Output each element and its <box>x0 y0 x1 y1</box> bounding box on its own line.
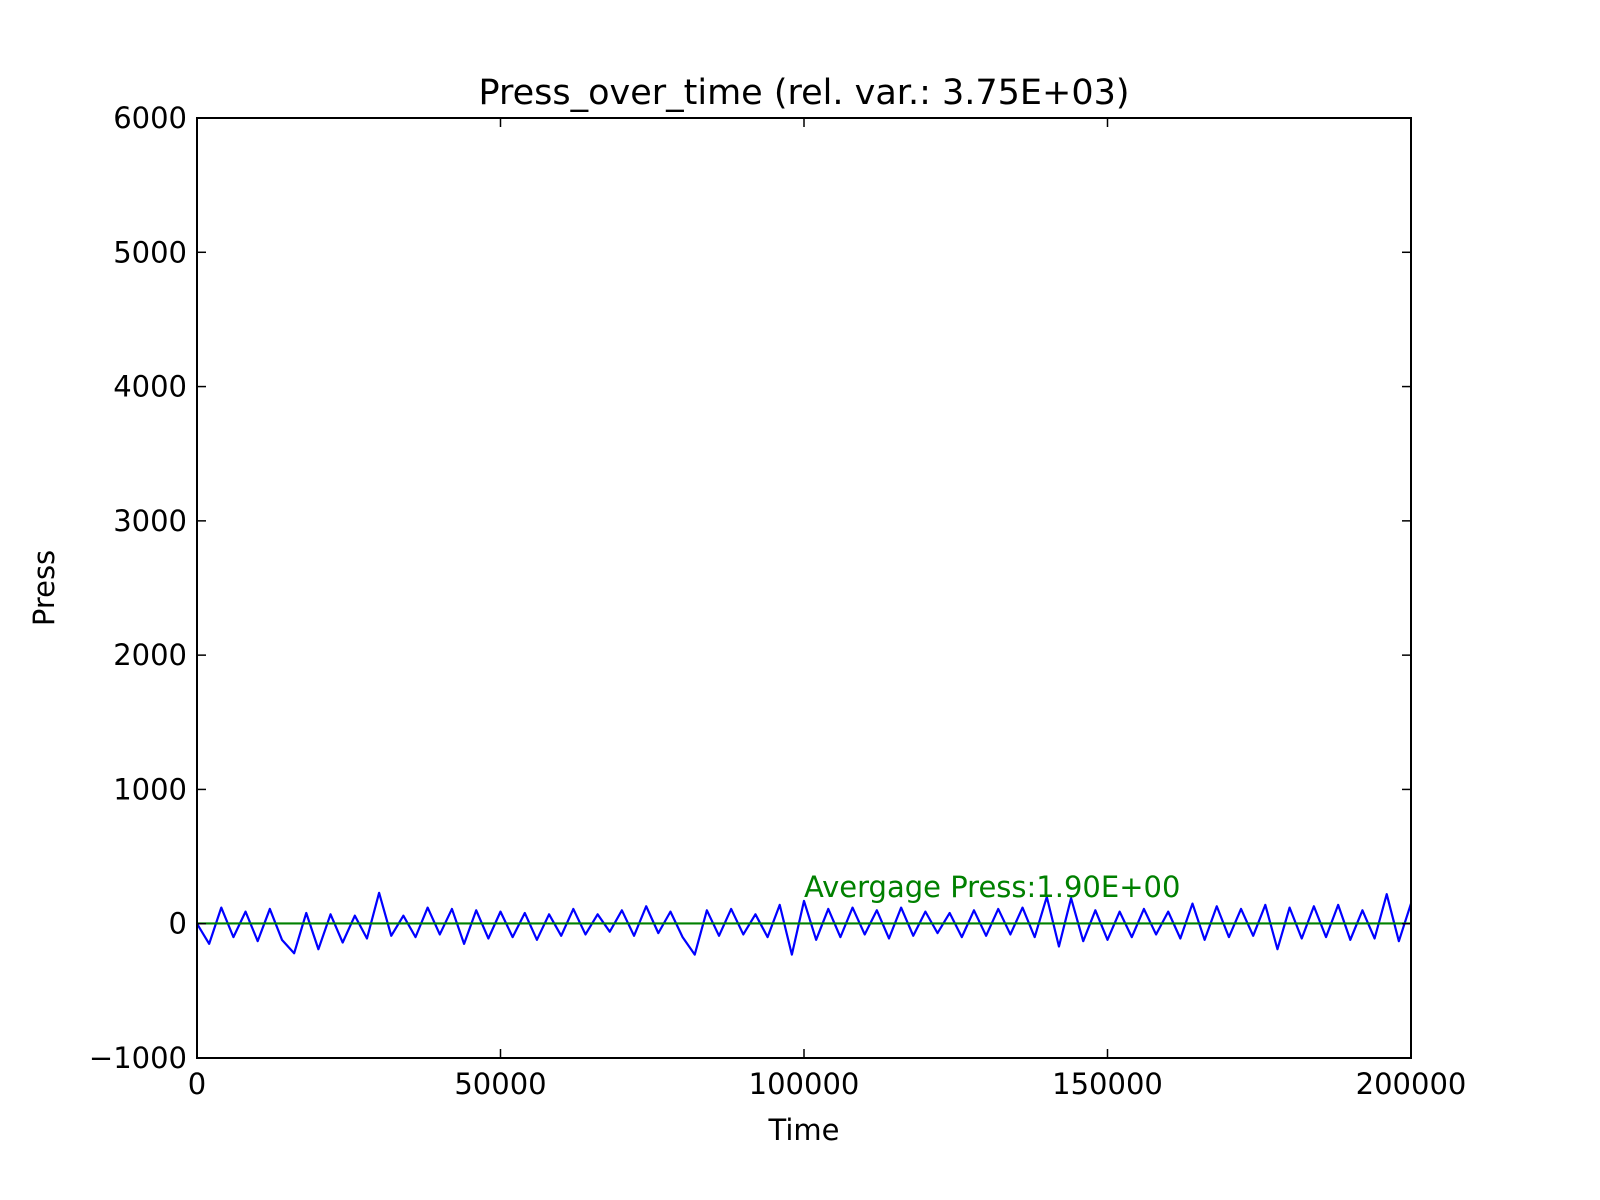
x-tick-label: 100000 <box>749 1067 860 1101</box>
x-tick-label: 150000 <box>1052 1067 1163 1101</box>
x-tick-label: 200000 <box>1356 1067 1467 1101</box>
y-tick-label: 3000 <box>113 504 187 538</box>
plot-frame <box>196 117 1412 1059</box>
y-tick-label: −1000 <box>89 1041 187 1075</box>
y-tick-label: 6000 <box>113 101 187 135</box>
chart-title: Press_over_time (rel. var.: 3.75E+03) <box>478 73 1129 113</box>
annotation: Avergage Press:1.90E+00 <box>804 870 1180 904</box>
x-axis-label: Time <box>768 1113 840 1147</box>
x-tick-label: 50000 <box>454 1067 546 1101</box>
y-tick-label: 5000 <box>113 235 187 269</box>
y-tick-label: 2000 <box>113 638 187 672</box>
x-tick-label: 0 <box>188 1067 206 1101</box>
y-tick-label: 1000 <box>113 772 187 806</box>
y-tick-label: 4000 <box>113 370 187 404</box>
y-axis-label: Press <box>27 550 61 626</box>
y-tick-label: 0 <box>169 907 187 941</box>
